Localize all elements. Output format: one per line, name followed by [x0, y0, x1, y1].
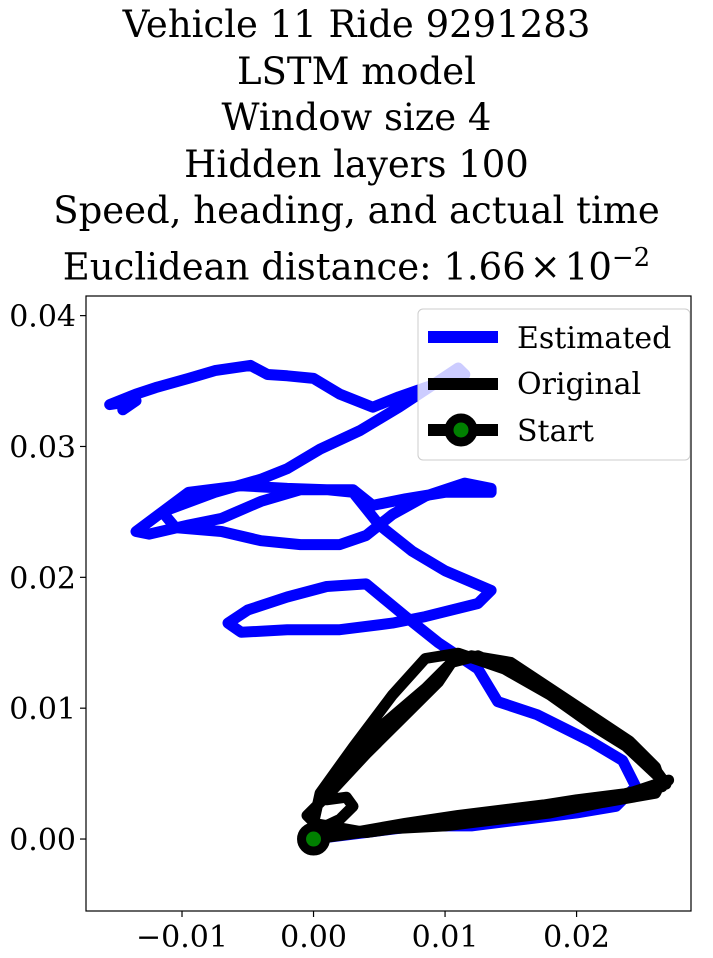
series-layer	[104, 359, 675, 845]
legend-label-start: Start	[517, 414, 594, 449]
start-layer	[297, 822, 331, 856]
legend: Estimated Original Start	[417, 308, 691, 461]
distance-base: 10	[564, 244, 612, 288]
y-tick-label: 0.02	[9, 561, 76, 596]
chart-title: Vehicle 11 Ride 9291283 LSTM model Windo…	[0, 2, 713, 290]
distance-label: Euclidean distance:	[62, 244, 444, 288]
title-line-hidden: Hidden layers 100	[184, 142, 529, 186]
axes-frame	[85, 295, 692, 912]
legend-box	[417, 308, 691, 461]
title-line-window: Window size 4	[221, 96, 492, 139]
distance-exponent: −2	[611, 242, 651, 273]
distance-times: ×	[529, 244, 561, 288]
x-tick-label: 0.02	[543, 920, 610, 955]
y-tick-label: 0.03	[9, 430, 76, 465]
title-line-vehicle: Vehicle 11 Ride 9291283	[122, 3, 591, 46]
y-tick-label: 0.01	[9, 692, 76, 727]
series-line-original	[301, 647, 675, 845]
title-line-features: Speed, heading, and actual time	[53, 189, 660, 232]
y-tick-label: 0.04	[9, 300, 76, 335]
tick-layer: −0.01 0.00 0.01 0.02 0.00 0.01 0.02 0.03 0.04	[9, 300, 610, 955]
x-tick-label: −0.01	[136, 920, 228, 955]
distance-mantissa: 1.66	[443, 244, 526, 288]
legend-swatch-start-marker	[444, 413, 478, 447]
legend-label-original: Original	[517, 367, 641, 402]
title-line-model: LSTM model	[236, 49, 477, 93]
x-tick-label: 0.01	[412, 920, 479, 955]
start-marker	[297, 822, 331, 856]
series-line-estimated	[104, 359, 642, 845]
x-tick-label: 0.00	[280, 920, 347, 955]
title-line-distance: Euclidean distance: 1.66 × 10−2	[0, 235, 713, 291]
y-tick-label: 0.00	[9, 823, 76, 858]
legend-label-estimated: Estimated	[517, 321, 671, 356]
